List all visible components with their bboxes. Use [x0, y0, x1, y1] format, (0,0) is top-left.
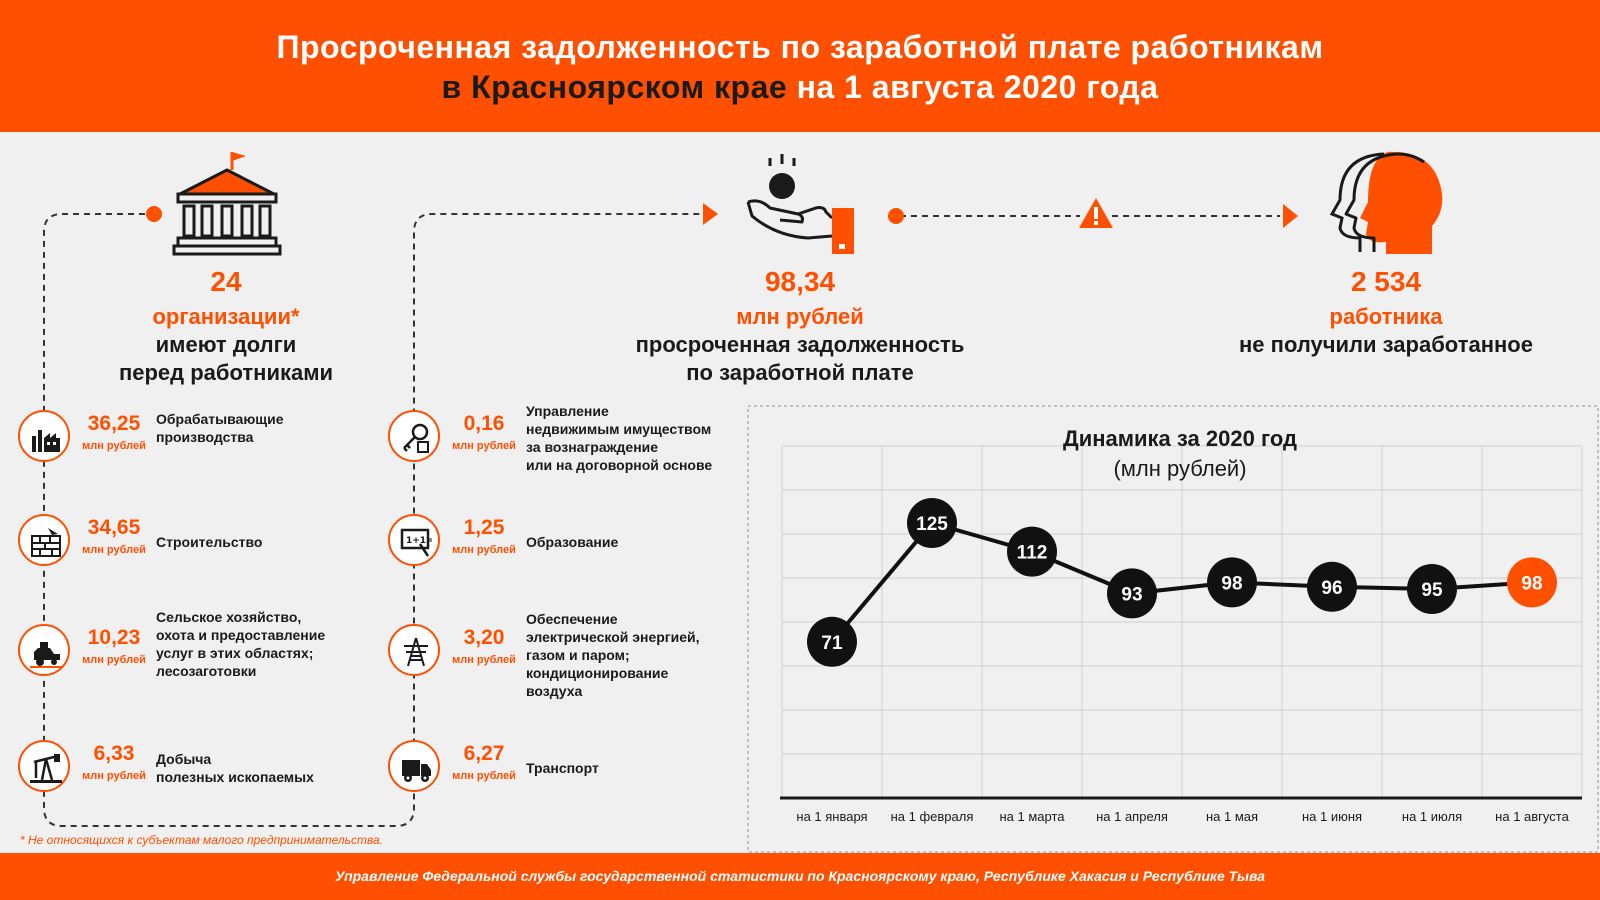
chart-title: Динамика за 2020 год	[1063, 426, 1297, 451]
industry-label: Управление недвижимым имуществом за вознаг…	[526, 403, 713, 473]
truck-icon	[402, 760, 431, 782]
data-point-marker	[1507, 557, 1557, 608]
industry-value: 6,27	[463, 742, 505, 765]
industry-unit: млн рублей	[452, 770, 516, 782]
header-banner: Просроченная задолженность по заработной…	[0, 0, 1600, 132]
industry-unit: млн рублей	[452, 654, 516, 666]
orgs-unit: организации*	[152, 304, 300, 329]
industry-unit: млн рублей	[82, 440, 146, 452]
hand-coin-icon	[746, 154, 854, 254]
debt-text-2: по заработной плате	[686, 360, 914, 385]
data-point-marker	[1207, 557, 1257, 608]
factory-icon	[32, 430, 60, 452]
bricks-icon	[31, 528, 61, 557]
industry-label: Сельское хозяйство, охота и предоставлени…	[156, 609, 326, 679]
debt-unit: млн рублей	[736, 304, 864, 329]
data-point-marker	[907, 498, 957, 548]
data-label: 112	[1017, 543, 1048, 564]
industry-energy: 3,20 млн рублей Обеспечение электрической…	[388, 611, 748, 699]
orgs-text-1: имеют долги	[155, 332, 297, 357]
industry-unit: млн рублей	[452, 544, 516, 556]
industry-value: 0,16	[463, 412, 505, 435]
chart-x-ticks: на 1 января на 1 февраля на 1 марта на 1 ап…	[796, 809, 1569, 824]
workers-text: не получили заработанное	[1239, 332, 1533, 357]
chart-grid	[781, 445, 1583, 798]
title-line-1: Просроченная задолженность по заработной…	[276, 29, 1324, 65]
industry-transport: 6,27 млн рублей Транспорт	[388, 740, 748, 800]
industry-manufacturing: 36,25 млн рублей Обрабатывающие производс…	[18, 410, 358, 470]
industry-unit: млн рублей	[82, 654, 146, 666]
svg-text:1+1=: 1+1=	[406, 536, 432, 546]
x-tick-label: на 1 августа	[1495, 809, 1569, 824]
warning-icon	[1079, 198, 1113, 228]
chart-subtitle: (млн рублей)	[1113, 456, 1247, 481]
data-point-marker	[1107, 568, 1157, 619]
orgs-count: 24	[210, 266, 242, 297]
industry-unit: млн рублей	[82, 544, 146, 556]
data-point-marker	[1307, 561, 1357, 612]
x-tick-label: на 1 июля	[1402, 809, 1462, 824]
industry-real-estate: 0,16 млн рублей Управление недвижимым иму…	[388, 403, 748, 473]
industry-label: Обрабатывающие производства	[156, 411, 284, 445]
industry-unit: млн рублей	[452, 440, 516, 452]
workers-unit: работника	[1329, 304, 1443, 329]
x-tick-label: на 1 января	[796, 809, 867, 824]
industry-agriculture: 10,23 млн рублей Сельское хозяйство, охот…	[18, 609, 358, 684]
blackboard-icon: 1+1=	[400, 528, 432, 557]
industry-value: 36,25	[87, 412, 141, 435]
data-label: 71	[821, 633, 843, 654]
debt-amount: 98,34	[764, 266, 836, 297]
industry-label: Образование	[526, 534, 619, 550]
industry-label: Добыча полезных ископаемых	[156, 751, 314, 785]
x-tick-label: на 1 июня	[1302, 809, 1362, 824]
x-tick-label: на 1 апреля	[1096, 809, 1168, 824]
keys-icon	[403, 423, 429, 453]
footnote: * Не относящихся к субъектам малого пред…	[20, 833, 383, 847]
industry-value: 1,25	[463, 516, 505, 539]
oil-pump-icon	[30, 754, 62, 783]
data-label: 125	[916, 514, 948, 535]
debt-text-1: просроченная задолженность	[635, 332, 965, 357]
industry-label: Строительство	[156, 534, 263, 550]
data-label: 98	[1221, 573, 1242, 594]
industry-value: 34,65	[87, 516, 141, 539]
industry-education: 1+1= 1,25 млн рублей Образование	[388, 514, 748, 574]
industry-mining: 6,33 млн рублей Добыча полезных ископаемы…	[18, 740, 358, 800]
data-label: 96	[1321, 578, 1342, 599]
footer-source: Управление Федеральной службы государств…	[0, 853, 1600, 900]
orgs-text-2: перед работниками	[118, 360, 334, 385]
industry-label: Обеспечение электрической энергией, газом …	[526, 611, 700, 699]
industry-value: 10,23	[87, 626, 141, 649]
industry-construction: 34,65 млн рублей Строительство	[18, 514, 358, 574]
industry-value: 6,33	[93, 742, 135, 765]
data-label: 95	[1421, 580, 1443, 601]
person-head-icon	[1329, 151, 1443, 254]
chart-series: 71 125 112 93 98 96 95 98	[807, 498, 1557, 667]
industry-value: 3,20	[463, 626, 505, 649]
harvester-icon	[30, 642, 62, 668]
bank-building-icon	[172, 152, 282, 256]
x-tick-label: на 1 марта	[999, 809, 1065, 824]
power-tower-icon	[404, 637, 428, 667]
industry-label: Транспорт	[526, 760, 599, 776]
data-label: 93	[1121, 584, 1142, 605]
title-region: в Красноярском крае	[441, 69, 788, 105]
x-tick-label: на 1 мая	[1206, 809, 1258, 824]
industry-unit: млн рублей	[82, 770, 146, 782]
workers-count: 2 534	[1350, 266, 1422, 297]
data-point-marker	[1407, 564, 1457, 614]
x-tick-label: на 1 февраля	[891, 809, 974, 824]
data-point-marker	[807, 616, 857, 667]
title-line-2: в Красноярском крае на 1 августа 2020 го…	[0, 67, 1600, 107]
data-label: 98	[1521, 573, 1542, 594]
data-point-marker	[1007, 526, 1057, 577]
title-date: на 1 августа 2020 года	[787, 69, 1159, 105]
